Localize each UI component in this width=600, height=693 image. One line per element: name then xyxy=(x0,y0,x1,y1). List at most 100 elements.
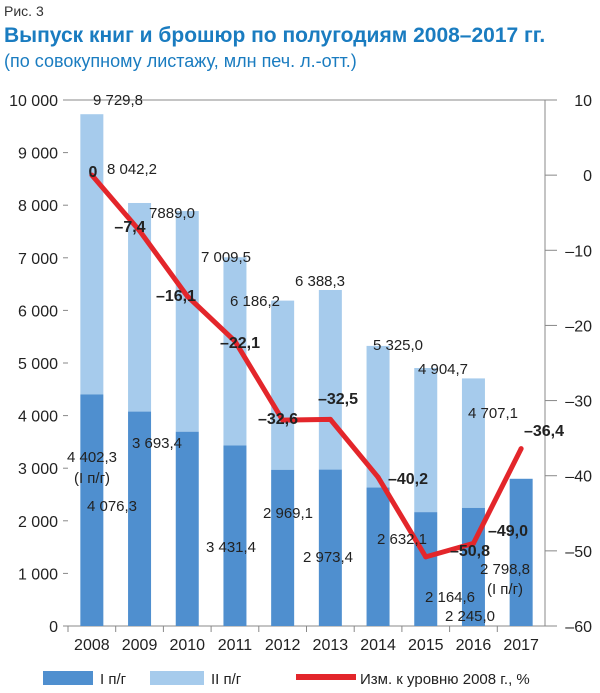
legend-swatch-ii xyxy=(150,671,204,685)
i-half-label: 3 693,4 xyxy=(132,435,182,452)
y2-tick-label: 10 xyxy=(574,93,592,110)
i-half-label: 4 076,3 xyxy=(87,498,137,515)
legend-label-ii: II п/г xyxy=(211,671,242,688)
bar-ii-2012 xyxy=(271,300,295,470)
x-tick-label: 2009 xyxy=(122,637,158,654)
y-tick-label: 8 000 xyxy=(18,198,58,215)
change-label: –36,4 xyxy=(524,423,564,440)
change-label: –49,0 xyxy=(488,523,528,540)
bar-ii-2015 xyxy=(414,368,438,513)
change-label: –16,1 xyxy=(156,288,196,305)
i-half-label: 2 969,1 xyxy=(263,505,313,522)
y-tick-label: 7 000 xyxy=(18,251,58,268)
half-note: (I п/г) xyxy=(74,470,110,487)
legend: I п/г II п/г Изм. к уровню 2008 г., % xyxy=(43,671,530,688)
legend-label-i: I п/г xyxy=(100,671,127,688)
i-half-label: 4 402,3 xyxy=(67,449,117,466)
total-label: 8 042,2 xyxy=(107,161,157,178)
y2-tick-label: –30 xyxy=(565,394,592,411)
x-tick-label: 2014 xyxy=(360,637,396,654)
y-tick-label: 3 000 xyxy=(18,461,58,478)
total-label: 4 904,7 xyxy=(418,361,468,378)
y-tick-label: 9 000 xyxy=(18,146,58,163)
y2-tick-label: –40 xyxy=(565,469,592,486)
y-tick-label: 1 000 xyxy=(18,566,58,583)
y2-tick-label: –60 xyxy=(565,619,592,636)
y-tick-label: 10 000 xyxy=(9,93,58,110)
i-half-label: 2 245,0 xyxy=(445,608,495,625)
total-label: 6 186,2 xyxy=(230,293,280,310)
line-point xyxy=(327,416,333,422)
bar-i-2013 xyxy=(318,469,342,626)
bar-ii-2014 xyxy=(366,345,390,488)
i-half-label: 2 164,6 xyxy=(425,589,475,606)
line-point xyxy=(232,338,238,344)
bar-i-2014 xyxy=(366,487,390,626)
bar-ii-2016 xyxy=(461,378,485,508)
bar-i-2010 xyxy=(175,431,199,626)
i-half-label: 2 973,4 xyxy=(303,549,353,566)
legend-label-line: Изм. к уровню 2008 г., % xyxy=(360,671,530,688)
x-tick-label: 2017 xyxy=(503,637,539,654)
legend-swatch-line xyxy=(296,674,356,680)
y2-tick-label: –10 xyxy=(565,243,592,260)
change-label: –7,4 xyxy=(114,219,145,236)
change-label: –32,5 xyxy=(318,391,358,408)
bar-i-2009 xyxy=(128,411,152,626)
total-label: 7 009,5 xyxy=(201,249,251,266)
change-label: –40,2 xyxy=(388,471,428,488)
half-note: (I п/г) xyxy=(487,581,523,598)
y-tick-label: 2 000 xyxy=(18,514,58,531)
x-tick-label: 2008 xyxy=(74,637,110,654)
x-tick-label: 2016 xyxy=(456,637,492,654)
bar-i-2011 xyxy=(223,445,247,626)
line-point xyxy=(137,228,143,234)
i-half-label: 2 798,8 xyxy=(480,561,530,578)
legend-swatch-i xyxy=(43,671,93,685)
line-point xyxy=(184,293,190,299)
line-change-series xyxy=(89,173,524,560)
line-point xyxy=(423,554,429,560)
line-point xyxy=(518,446,524,452)
y-tick-label: 5 000 xyxy=(18,356,58,373)
line-point xyxy=(470,540,476,546)
total-label: 7889,0 xyxy=(149,205,195,222)
x-tick-label: 2011 xyxy=(218,637,253,654)
y2-tick-label: –20 xyxy=(565,318,592,335)
i-half-label: 2 632,1 xyxy=(377,531,427,548)
chart-title: Выпуск книг и брошюр по полугодиям 2008–… xyxy=(4,24,545,47)
y2-tick-label: 0 xyxy=(583,168,592,185)
chart-subtitle: (по совокупному листажу, млн печ. л.-отт… xyxy=(4,51,357,71)
i-half-label: 3 431,4 xyxy=(206,539,256,556)
line-point xyxy=(280,417,286,423)
total-label: 6 388,3 xyxy=(295,273,345,290)
line-point xyxy=(89,172,95,178)
bar-i-2015 xyxy=(414,512,438,626)
bar-i-2008 xyxy=(80,394,104,626)
x-tick-label: 2012 xyxy=(265,637,301,654)
bar-ii-2008 xyxy=(80,114,104,395)
total-label: 9 729,8 xyxy=(93,92,143,109)
change-label: –32,6 xyxy=(258,411,298,428)
bar-ii-2011 xyxy=(223,257,247,446)
y-tick-label: 0 xyxy=(49,619,58,636)
change-label: –22,1 xyxy=(220,335,260,352)
figure-label: Рис. 3 xyxy=(4,3,44,19)
bar-ii-2009 xyxy=(128,202,152,412)
total-label: 5 325,0 xyxy=(373,337,423,354)
change-label: –50,8 xyxy=(450,543,490,560)
bar-ii-2010 xyxy=(175,211,199,432)
bar-ii-2013 xyxy=(318,289,342,470)
total-label: 4 707,1 xyxy=(468,405,518,422)
bar-i-2012 xyxy=(271,469,295,626)
x-tick-label: 2015 xyxy=(408,637,444,654)
x-tick-label: 2013 xyxy=(313,637,349,654)
bar-i-2017 xyxy=(509,478,533,626)
change-label: 0 xyxy=(89,164,98,181)
x-tick-label: 2010 xyxy=(169,637,205,654)
y2-tick-label: –50 xyxy=(565,544,592,561)
line-point xyxy=(375,474,381,480)
y-tick-label: 4 000 xyxy=(18,409,58,426)
y-tick-label: 6 000 xyxy=(18,303,58,320)
